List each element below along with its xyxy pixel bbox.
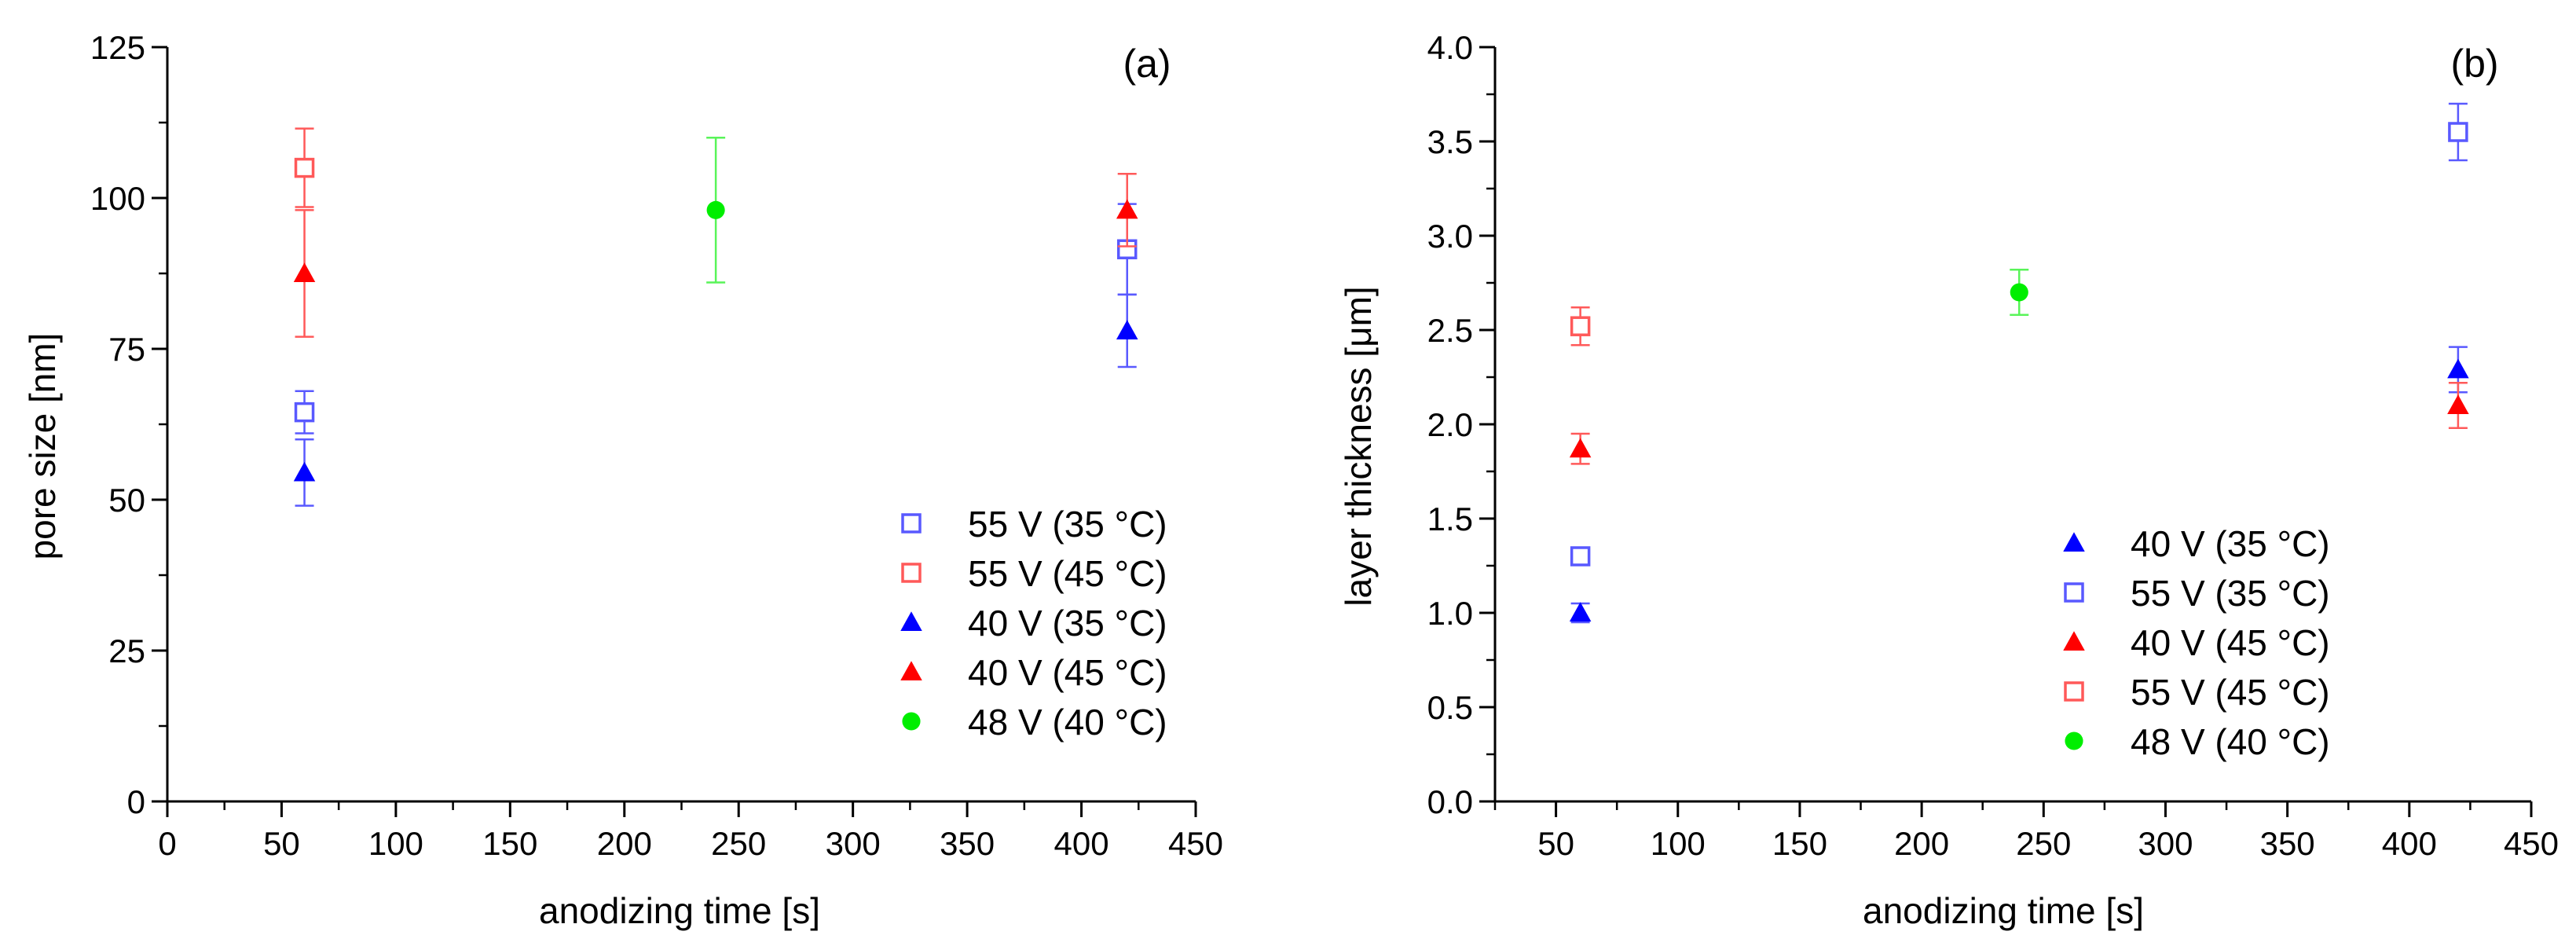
series — [1569, 381, 2469, 465]
panel-label: (b) — [2450, 42, 2498, 86]
legend-label: 40 V (45 °C) — [968, 652, 1167, 693]
legend-label: 40 V (45 °C) — [2131, 622, 2330, 663]
data-point — [1570, 316, 1591, 336]
legend-marker — [901, 513, 922, 534]
y-axis-title: pore size [nm] — [22, 333, 63, 560]
data-point — [706, 200, 725, 219]
y-tick-label: 3.0 — [1427, 218, 1473, 255]
x-tick-label: 0 — [158, 825, 176, 862]
y-tick-label: 0.0 — [1427, 783, 1473, 820]
series — [294, 127, 315, 208]
data-point — [2448, 122, 2468, 142]
x-axis-title: anodizing time [s] — [539, 890, 820, 931]
data-point — [1569, 438, 1592, 458]
legend-marker — [2064, 681, 2084, 702]
legend-marker — [2064, 582, 2084, 603]
y-tick-label: 2.0 — [1427, 406, 1473, 443]
data-point — [1569, 602, 1592, 622]
x-tick-label: 400 — [2382, 825, 2437, 862]
y-tick-label: 0 — [127, 783, 145, 820]
legend-label: 55 V (45 °C) — [968, 553, 1167, 594]
legend-label: 55 V (45 °C) — [2131, 672, 2330, 713]
data-point — [293, 262, 316, 282]
legend: 40 V (35 °C) 55 V (35 °C) 40 V (45 °C) 55 V… — [2063, 523, 2330, 762]
y-tick-label: 75 — [108, 331, 145, 368]
y-tick-label: 0.5 — [1427, 689, 1473, 726]
y-tick-label: 2.5 — [1427, 312, 1473, 349]
series — [1570, 306, 1591, 346]
x-tick-label: 50 — [1537, 825, 1574, 862]
legend-marker — [2063, 631, 2085, 651]
x-tick-label: 50 — [263, 825, 300, 862]
x-tick-label: 200 — [597, 825, 652, 862]
legend: 55 V (35 °C) 55 V (45 °C) 40 V (35 °C) 40 V… — [900, 504, 1167, 742]
x-tick-label: 200 — [1894, 825, 1949, 862]
data-point — [2010, 283, 2028, 302]
x-tick-label: 100 — [1651, 825, 1706, 862]
data-point — [294, 157, 315, 178]
x-tick-label: 300 — [826, 825, 881, 862]
x-tick-label: 450 — [1168, 825, 1223, 862]
series — [2010, 268, 2029, 317]
data-point — [2447, 358, 2469, 379]
y-tick-label: 3.5 — [1427, 123, 1473, 160]
legend-label: 55 V (35 °C) — [2131, 573, 2330, 614]
legend-label: 48 V (40 °C) — [2131, 721, 2330, 762]
y-tick-label: 4.0 — [1427, 29, 1473, 66]
panel-a: (a) anodizing time [s] pore size [nm] 0 5… — [22, 29, 1223, 931]
data-point — [1116, 199, 1138, 219]
legend-label: 40 V (35 °C) — [2131, 523, 2330, 564]
data-point — [1570, 546, 1591, 566]
x-tick-label: 350 — [940, 825, 995, 862]
x-tick-label: 250 — [711, 825, 766, 862]
legend-marker — [900, 661, 922, 680]
legend-label: 55 V (35 °C) — [968, 504, 1167, 544]
x-axis-title: anodizing time [s] — [1863, 890, 2144, 931]
x-tick-label: 100 — [368, 825, 423, 862]
y-tick-label: 25 — [108, 632, 145, 669]
panel-label: (a) — [1123, 42, 1171, 86]
legend-marker — [900, 611, 922, 631]
x-tick-label: 350 — [2260, 825, 2315, 862]
y-tick-label: 1.5 — [1427, 500, 1473, 537]
series — [293, 293, 1138, 507]
data-point — [1116, 320, 1138, 339]
y-tick-label: 1.0 — [1427, 595, 1473, 632]
y-axis-title: layer thickness [μm] — [1338, 286, 1379, 606]
legend-marker — [901, 563, 922, 583]
y-tick-label: 125 — [90, 29, 145, 66]
x-tick-label: 450 — [2504, 825, 2559, 862]
data-point — [293, 461, 316, 482]
y-tick-label: 100 — [90, 180, 145, 217]
x-tick-label: 150 — [482, 825, 537, 862]
panel-b: (b) anodizing time [s] layer thickness [… — [1338, 29, 2559, 931]
legend-marker — [2065, 732, 2083, 750]
data-point — [294, 402, 315, 423]
x-tick-label: 400 — [1054, 825, 1109, 862]
x-tick-label: 300 — [2138, 825, 2193, 862]
legend-label: 40 V (35 °C) — [968, 603, 1167, 644]
series — [706, 136, 726, 284]
y-tick-label: 50 — [108, 482, 145, 519]
legend-marker — [2063, 532, 2085, 552]
legend-label: 48 V (40 °C) — [968, 702, 1167, 742]
data-point — [2447, 394, 2469, 414]
x-tick-label: 250 — [2016, 825, 2071, 862]
series — [1570, 102, 2468, 566]
legend-marker — [902, 712, 921, 731]
x-tick-label: 150 — [1772, 825, 1827, 862]
series — [293, 173, 1138, 338]
